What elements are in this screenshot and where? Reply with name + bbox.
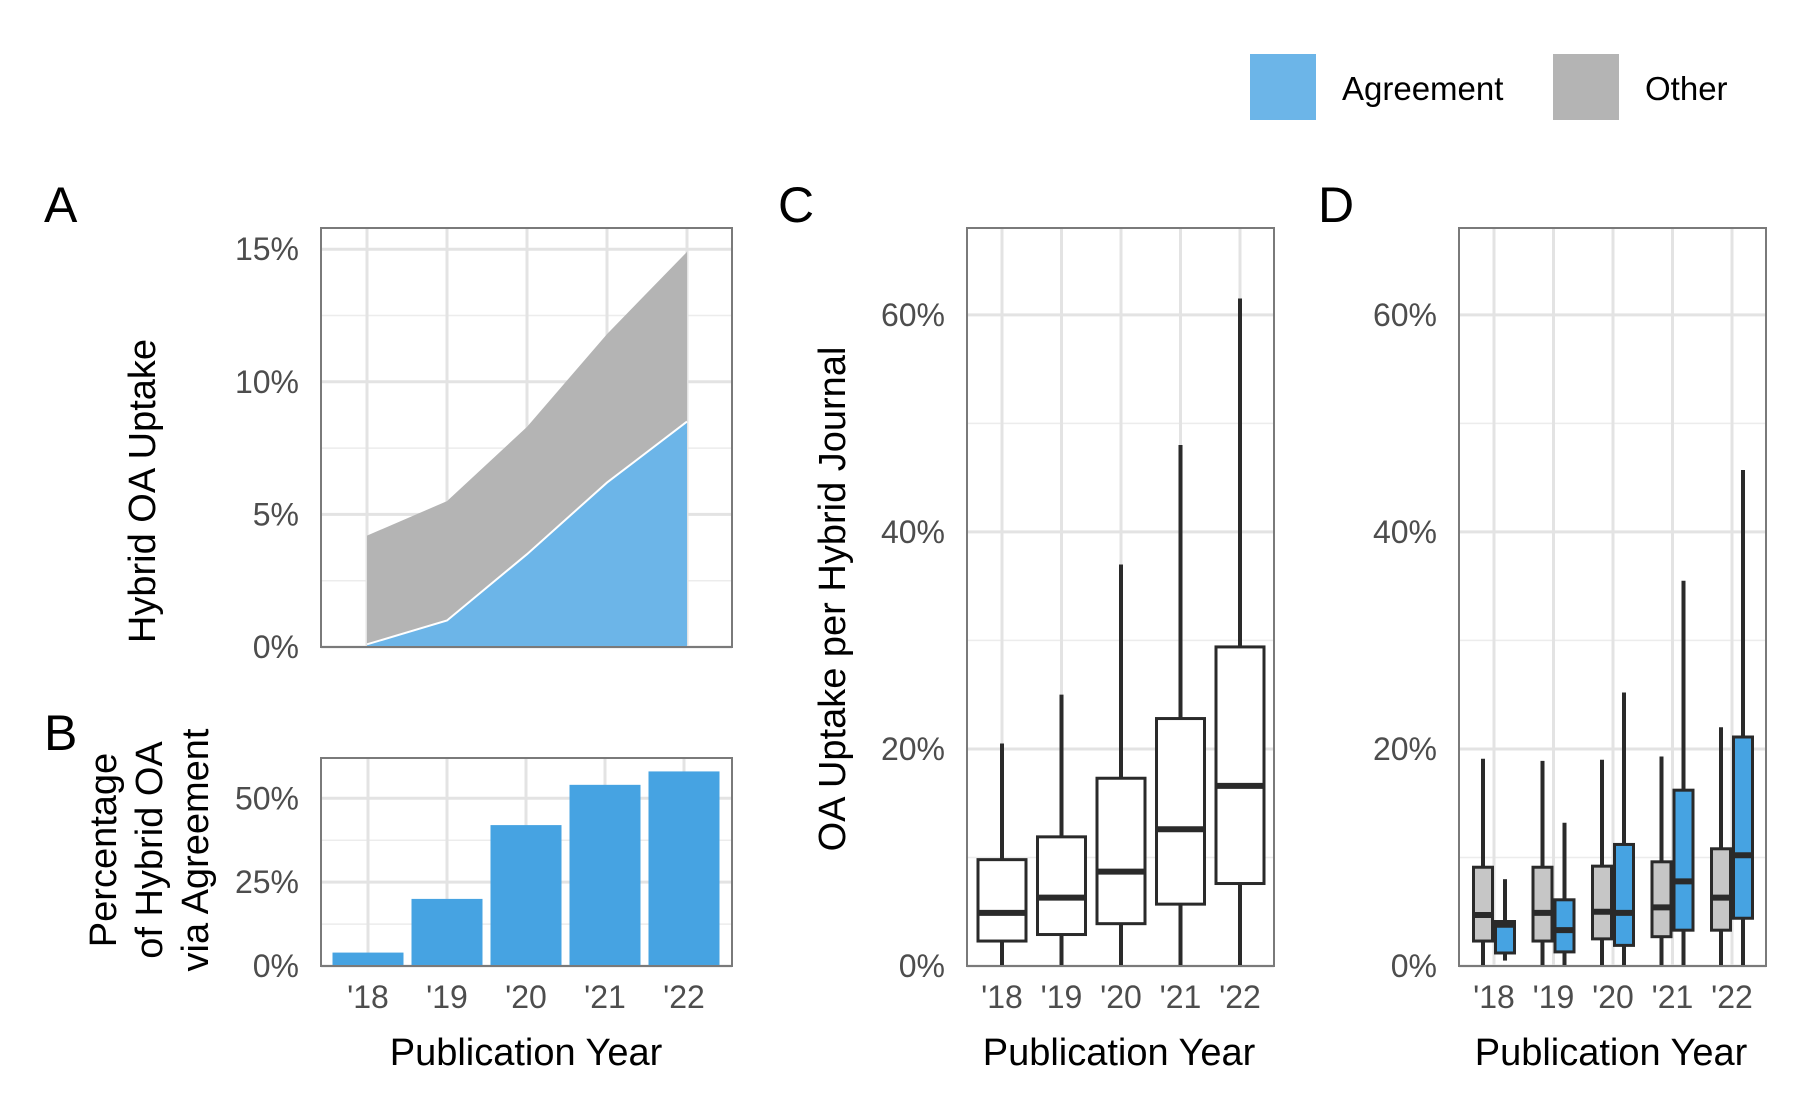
panel-a-y-tick-label: 10% (235, 364, 299, 400)
panel-d-agreement-box (1553, 898, 1576, 954)
panel-b-bar (332, 952, 404, 966)
panel-d-other-box (1531, 865, 1554, 943)
panel-tag-c: C (778, 177, 814, 233)
panel-c-x-tick-label: '20 (1100, 979, 1142, 1015)
panel-d-x-axis-label: Publication Year (1475, 1032, 1748, 1074)
panel-c-x-tick-label: '21 (1160, 979, 1202, 1015)
legend: Agreement Other (1250, 54, 1728, 120)
panel-b-y-axis-label-line-3: via Agreement (175, 728, 217, 971)
panel-b-x-tick-label: '21 (584, 979, 626, 1015)
panel-b-bar-chart: Percentage of Hybrid OA via Agreement Pu… (83, 728, 733, 1074)
panel-c-x-tick-label: '19 (1041, 979, 1083, 1015)
panel-c-box (1214, 645, 1266, 886)
panel-a-y-tick-label: 15% (235, 231, 299, 267)
panel-a-y-tick-label: 0% (253, 629, 299, 665)
panel-b-bar (569, 784, 641, 966)
panel-d-y-tick-label: 40% (1373, 514, 1437, 550)
panel-a-area-chart: Hybrid OA Uptake 0% 5% 10% 15% (122, 227, 733, 665)
panel-d-box-plot: Publication Year 0% 20% 40% 60% '18 '19 '20 '21… (1373, 227, 1767, 1074)
panel-d-agreement-box (1613, 842, 1635, 947)
panel-c-y-tick-label: 60% (881, 297, 945, 333)
panel-b-bar (490, 825, 562, 966)
panel-b-y-tick-label: 50% (235, 780, 299, 816)
panel-c-box-plot: OA Uptake per Hybrid Journal Publication… (812, 227, 1275, 1074)
panel-d-y-tick-label: 0% (1391, 948, 1437, 984)
panel-c-x-tick-label: '22 (1219, 979, 1261, 1015)
panel-c-box (1155, 717, 1206, 906)
panel-b-y-axis-label-line-2: of Hybrid OA (129, 741, 171, 959)
panel-tag-b: B (44, 705, 77, 761)
panel-d-x-tick-label: '18 (1473, 979, 1515, 1015)
panel-d-x-tick-label: '20 (1592, 979, 1634, 1015)
panel-c-box (976, 858, 1028, 943)
panel-a-y-tick-label: 5% (253, 496, 299, 532)
panel-c-panel-border (966, 227, 1275, 967)
panel-c-x-axis-label: Publication Year (983, 1032, 1256, 1074)
panel-d-y-tick-label: 60% (1373, 297, 1437, 333)
panel-a-y-axis-label: Hybrid OA Uptake (122, 339, 164, 643)
panel-d-x-tick-label: '19 (1533, 979, 1575, 1015)
panel-b-x-tick-label: '19 (426, 979, 468, 1015)
panel-b-bar (411, 898, 483, 966)
legend-label-other: Other (1645, 70, 1728, 107)
panel-d-agreement-box (1494, 920, 1516, 955)
panel-d-other-box (1650, 860, 1673, 939)
panel-b-x-tick-label: '22 (663, 979, 705, 1015)
panel-tag-d: D (1318, 177, 1354, 233)
panel-c-x-tick-label: '18 (981, 979, 1023, 1015)
panel-tag-a: A (44, 177, 78, 233)
panel-d-x-tick-label: '21 (1652, 979, 1694, 1015)
panel-b-y-axis-label-line-1: Percentage (83, 753, 125, 947)
panel-d-y-tick-label: 20% (1373, 731, 1437, 767)
panel-d-agreement-box (1672, 788, 1695, 932)
panel-b-panel-border (320, 757, 733, 967)
panel-a-area-other (367, 251, 687, 645)
panel-b-y-tick-label: 25% (235, 864, 299, 900)
panel-c-y-tick-label: 40% (881, 514, 945, 550)
panel-a-area-agreement (367, 421, 687, 647)
panel-d-agreement-box (1732, 735, 1754, 920)
panel-d-x-tick-label: '22 (1711, 979, 1753, 1015)
panel-a-panel-border (320, 227, 733, 648)
panel-b-x-tick-label: '20 (505, 979, 547, 1015)
panel-b-x-axis-label: Publication Year (390, 1032, 663, 1074)
panel-d-other-box (1591, 864, 1613, 941)
panel-d-other-box (1472, 865, 1494, 943)
panel-c-y-tick-label: 0% (899, 948, 945, 984)
panel-c-box (1036, 835, 1087, 937)
legend-key-other (1553, 54, 1619, 120)
panel-d-other-box (1710, 847, 1732, 932)
panel-b-x-tick-label: '18 (347, 979, 389, 1015)
panel-c-box (1095, 776, 1147, 926)
panel-c-y-axis-label: OA Uptake per Hybrid Journal (812, 347, 854, 852)
panel-b-bar (648, 771, 720, 966)
legend-key-agreement (1250, 54, 1316, 120)
panel-b-y-tick-label: 0% (253, 948, 299, 984)
legend-label-agreement: Agreement (1342, 70, 1503, 107)
panel-c-y-tick-label: 20% (881, 731, 945, 767)
panel-a-series-boundary (366, 420, 688, 646)
panel-d-panel-border (1458, 227, 1767, 967)
